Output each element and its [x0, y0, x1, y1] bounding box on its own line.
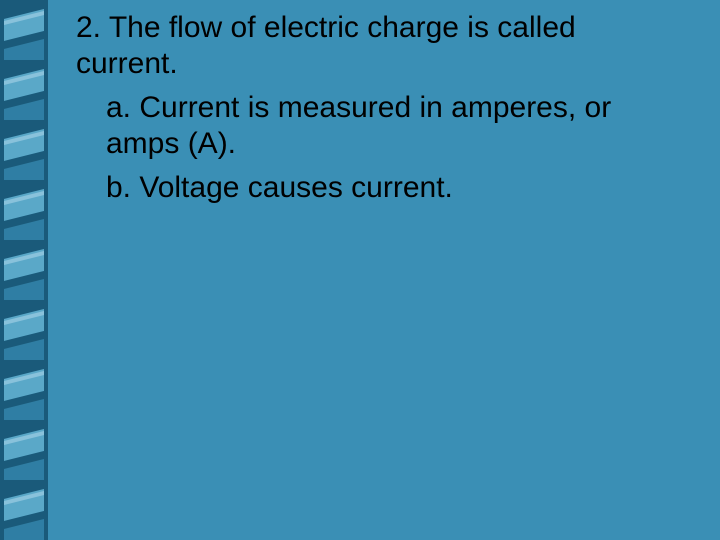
slide: 2. The flow of electric charge is called… — [0, 0, 720, 540]
slide-content: 2. The flow of electric charge is called… — [48, 0, 720, 540]
decorative-side-stripe — [0, 0, 48, 540]
bullet-sub-b-text: b. Voltage causes current. — [106, 170, 680, 206]
bullet-sub-a: a. Current is measured in amperes, or am… — [76, 90, 680, 162]
bullet-main-text: 2. The flow of electric charge is called… — [76, 10, 680, 82]
bullet-main: 2. The flow of electric charge is called… — [76, 10, 680, 82]
bullet-sub-a-text: a. Current is measured in amperes, or am… — [106, 90, 680, 162]
bullet-sub-b: b. Voltage causes current. — [76, 170, 680, 206]
